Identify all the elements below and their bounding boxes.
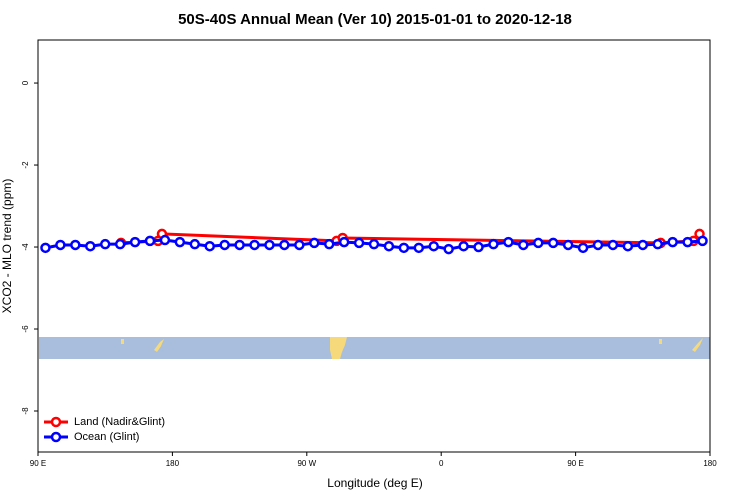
data-point — [279, 239, 290, 251]
data-point — [488, 238, 499, 250]
data-point — [667, 236, 678, 248]
data-point — [353, 237, 365, 249]
data-point — [637, 239, 649, 251]
y-tick-label: -8 — [21, 407, 30, 415]
data-point — [592, 239, 604, 251]
y-axis-label: XCO2 - MLO trend (ppm) — [0, 179, 14, 314]
data-point — [234, 239, 245, 251]
x-tick-label: 0 — [439, 459, 444, 468]
data-point — [189, 238, 201, 250]
data-point — [503, 236, 514, 248]
x-axis-label: Longitude (deg E) — [327, 476, 422, 490]
data-point — [323, 238, 335, 250]
data-point — [309, 237, 320, 249]
data-point — [533, 237, 544, 249]
data-point — [518, 239, 529, 251]
data-point — [398, 242, 410, 254]
data-point — [473, 241, 484, 253]
data-point — [249, 239, 260, 251]
plot-frame — [37, 39, 711, 453]
data-point — [562, 239, 574, 251]
data-point — [652, 238, 663, 250]
data-point — [458, 240, 469, 252]
data-point — [114, 238, 126, 250]
data-point — [338, 236, 350, 248]
data-point — [70, 239, 81, 251]
data-point — [428, 240, 439, 252]
y-tick-label: -2 — [21, 161, 30, 169]
legend-marker — [50, 416, 62, 428]
data-point — [547, 237, 559, 249]
legend-marker — [50, 431, 62, 443]
data-point — [219, 239, 230, 251]
data-point — [294, 239, 305, 251]
data-point — [682, 236, 693, 248]
data-point — [607, 239, 619, 251]
data-point — [413, 242, 425, 254]
data-point — [622, 240, 634, 252]
legend-label: Ocean (Glint) — [74, 431, 139, 443]
data-point — [174, 236, 186, 248]
data-point — [85, 240, 96, 252]
data-point — [99, 238, 111, 250]
data-point — [368, 238, 380, 250]
y-tick-label: -6 — [21, 325, 30, 333]
data-point — [204, 240, 215, 252]
data-point — [697, 235, 708, 247]
data-point — [144, 235, 156, 247]
data-point — [264, 239, 275, 251]
x-tick-label: 180 — [166, 459, 180, 468]
data-point — [159, 234, 171, 246]
data-point — [443, 243, 454, 255]
data-point — [55, 239, 66, 251]
data-point — [129, 236, 141, 248]
x-tick-label: 90 E — [30, 459, 46, 468]
y-tick-label: 0 — [21, 80, 30, 85]
x-tick-label: 90 W — [297, 459, 316, 468]
x-tick-label: 180 — [703, 459, 717, 468]
map-strip — [39, 337, 710, 359]
data-point — [577, 242, 589, 254]
x-tick-label: 90 E — [567, 459, 583, 468]
data-point — [383, 240, 395, 252]
data-point — [40, 242, 51, 254]
y-tick-label: -4 — [21, 243, 30, 251]
legend-label: Land (Nadir&Glint) — [74, 416, 165, 428]
chart-title: 50S-40S Annual Mean (Ver 10) 2015-01-01 … — [178, 11, 572, 28]
